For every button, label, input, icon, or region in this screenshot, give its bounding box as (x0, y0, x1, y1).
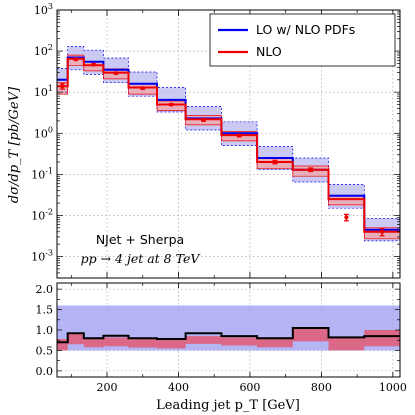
lo-band-edges (57, 46, 400, 242)
ratio-y-tick-labels: 0.0 0.5 1.0 1.5 2.0 (36, 283, 54, 378)
ratio-y-tick-label: 1.0 (36, 324, 54, 337)
main-ticks (57, 9, 400, 279)
nlo-point (237, 133, 242, 138)
x-tick-label: 1000 (379, 381, 407, 394)
ratio-nlo-band (57, 328, 400, 351)
annotation-generator: NJet + Sherpa (96, 232, 184, 247)
main-panel: 10-3 10-2 10-1 100 101 102 103 LO w/ NLO PDFs … (7, 2, 401, 279)
x-axis-label: Leading jet p_T [GeV] (156, 398, 300, 413)
annotation-process: pp → 4 jet at 8 TeV (81, 251, 202, 266)
main-y-tick-label: 10-1 (31, 166, 53, 181)
x-tick-labels: 200 400 600 800 1000 (97, 381, 407, 394)
ratio-y-tick-label: 0.5 (36, 344, 54, 357)
main-y-tick-label: 102 (34, 43, 53, 58)
nlo-point (169, 102, 174, 107)
nlo-point (73, 57, 78, 62)
x-tick-label: 600 (239, 381, 260, 394)
legend-nlo-label: NLO (256, 44, 282, 59)
lo-band-upper-edge (57, 46, 400, 219)
x-tick-label: 400 (168, 381, 189, 394)
main-y-tick-label: 100 (34, 125, 53, 140)
main-y-tick-labels: 10-3 10-2 10-1 100 101 102 103 (31, 2, 53, 264)
ratio-line (57, 327, 400, 344)
ratio-y-tick-label: 1.5 (36, 304, 54, 317)
nlo-point (344, 215, 349, 220)
legend-lo-label: LO w/ NLO PDFs (256, 22, 355, 37)
nlo-point (272, 159, 278, 165)
nlo-point (201, 117, 206, 123)
ratio-y-tick-label: 0.0 (36, 365, 54, 378)
nlo-point (380, 229, 385, 234)
nlo-point (140, 86, 145, 91)
lo-band-lower-edge (57, 69, 400, 242)
nlo-points (59, 57, 385, 237)
x-tick-label: 800 (311, 381, 332, 394)
nlo-point (308, 167, 313, 172)
legend-box (209, 13, 396, 67)
nlo-series-line (57, 57, 400, 233)
lo-band (57, 46, 400, 241)
x-tick-label: 200 (97, 381, 118, 394)
ratio-panel: 0.0 0.5 1.0 1.5 2.0 200 400 600 800 1000 Leading… (36, 282, 407, 413)
main-y-tick-label: 10-2 (31, 207, 53, 222)
main-y-axis-label: dσ/dp_T [pb/GeV] (7, 86, 22, 203)
main-y-tick-label: 10-3 (31, 249, 53, 264)
lo-band-fill (57, 46, 400, 241)
nlo-point (91, 62, 96, 67)
nlo-point (113, 71, 119, 76)
main-y-tick-label: 103 (34, 2, 53, 17)
ratio-ticks (57, 283, 400, 377)
legend: LO w/ NLO PDFs NLO (209, 13, 396, 67)
nlo-point (60, 84, 65, 89)
main-y-tick-label: 101 (34, 84, 53, 99)
ratio-y-tick-label: 2.0 (36, 283, 54, 296)
main-frame (56, 9, 401, 279)
